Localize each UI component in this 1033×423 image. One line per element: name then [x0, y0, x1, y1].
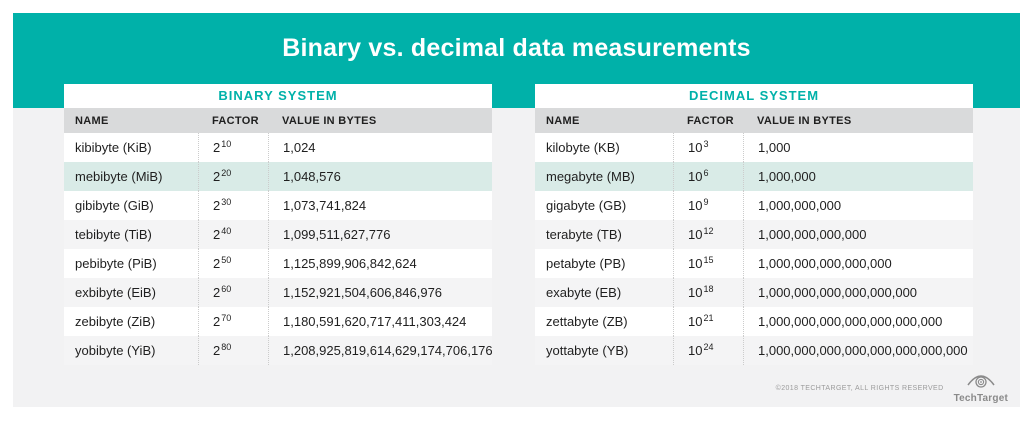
cell-value: 1,125,899,906,842,624 — [268, 249, 492, 278]
cell-factor: 10 15 — [673, 249, 743, 278]
column-header-factor: FACTOR — [687, 114, 734, 127]
footer: ©2018 TECHTARGET, ALL RIGHTS RESERVED Te… — [776, 372, 1008, 404]
cell-factor: 2 20 — [198, 162, 268, 191]
cell-name: exabyte (EB) — [546, 285, 622, 300]
cell-value: 1,000,000,000,000,000,000 — [743, 278, 973, 307]
cell-name: terabyte (TB) — [546, 227, 622, 242]
table-row: tebibyte (TiB) 2 40 1,099,511,627,776 — [64, 220, 492, 249]
cell-value: 1,000,000,000,000,000,000,000,000 — [743, 336, 973, 365]
decimal-table-body: kilobyte (KB) 10 3 1,000 megabyte (MB) 10 6 1,0… — [535, 133, 973, 365]
table-row: zebibyte (ZiB) 2 70 1,180,591,620,717,411,3… — [64, 307, 492, 336]
column-header-value: VALUE IN BYTES — [757, 114, 852, 127]
decimal-system-table: DECIMAL SYSTEM NAME FACTOR VALUE IN BYTE… — [535, 84, 973, 365]
decimal-column-headers: NAME FACTOR VALUE IN BYTES — [535, 108, 973, 133]
cell-value: 1,000,000,000 — [743, 191, 973, 220]
cell-value: 1,000,000 — [743, 162, 973, 191]
table-row: exabyte (EB) 10 18 1,000,000,000,000,000,00… — [535, 278, 973, 307]
cell-value: 1,180,591,620,717,411,303,424 — [268, 307, 492, 336]
cell-name: zettabyte (ZB) — [546, 314, 628, 329]
cell-factor: 2 70 — [198, 307, 268, 336]
cell-factor: 2 50 — [198, 249, 268, 278]
cell-name: mebibyte (MiB) — [75, 169, 163, 184]
table-row: kibibyte (KiB) 2 10 1,024 — [64, 133, 492, 162]
cell-name: tebibyte (TiB) — [75, 227, 152, 242]
copyright-text: ©2018 TECHTARGET, ALL RIGHTS RESERVED — [775, 384, 944, 392]
techtarget-logo: TechTarget — [954, 372, 1008, 404]
cell-factor: 2 60 — [198, 278, 268, 307]
column-header-name: NAME — [75, 114, 109, 127]
table-row: kilobyte (KB) 10 3 1,000 — [535, 133, 973, 162]
cell-value: 1,000,000,000,000,000,000,000 — [743, 307, 973, 336]
cell-value: 1,208,925,819,614,629,174,706,176 — [268, 336, 492, 365]
cell-value: 1,000 — [743, 133, 973, 162]
table-row: terabyte (TB) 10 12 1,000,000,000,000 — [535, 220, 973, 249]
column-header-value: VALUE IN BYTES — [282, 114, 377, 127]
table-row: megabyte (MB) 10 6 1,000,000 — [535, 162, 973, 191]
table-row: yottabyte (YB) 10 24 1,000,000,000,000,000,… — [535, 336, 973, 365]
cell-factor: 10 3 — [673, 133, 743, 162]
cell-factor: 2 40 — [198, 220, 268, 249]
page-title: Binary vs. decimal data measurements — [282, 34, 751, 62]
cell-name: gibibyte (GiB) — [75, 198, 154, 213]
binary-system-table: BINARY SYSTEM NAME FACTOR VALUE IN BYTES… — [64, 84, 492, 365]
cell-value: 1,073,741,824 — [268, 191, 492, 220]
cell-factor: 10 9 — [673, 191, 743, 220]
cell-factor: 10 12 — [673, 220, 743, 249]
cell-value: 1,152,921,504,606,846,976 — [268, 278, 492, 307]
cell-value: 1,048,576 — [268, 162, 492, 191]
table-row: zettabyte (ZB) 10 21 1,000,000,000,000,000,… — [535, 307, 973, 336]
cell-factor: 2 10 — [198, 133, 268, 162]
cell-factor: 2 30 — [198, 191, 268, 220]
table-row: yobibyte (YiB) 2 80 1,208,925,819,614,629,1… — [64, 336, 492, 365]
cell-name: kilobyte (KB) — [546, 140, 620, 155]
table-row: pebibyte (PiB) 2 50 1,125,899,906,842,624 — [64, 249, 492, 278]
infographic-card: Binary vs. decimal data measurements BIN… — [13, 13, 1020, 407]
cell-value: 1,099,511,627,776 — [268, 220, 492, 249]
column-header-name: NAME — [546, 114, 580, 127]
cell-name: megabyte (MB) — [546, 169, 635, 184]
logo-text: TechTarget — [953, 393, 1008, 404]
table-row: exbibyte (EiB) 2 60 1,152,921,504,606,846,9… — [64, 278, 492, 307]
table-row: gigabyte (GB) 10 9 1,000,000,000 — [535, 191, 973, 220]
column-header-factor: FACTOR — [212, 114, 259, 127]
cell-name: petabyte (PB) — [546, 256, 626, 271]
cell-name: zebibyte (ZiB) — [75, 314, 156, 329]
eye-target-icon — [965, 372, 997, 394]
binary-table-body: kibibyte (KiB) 2 10 1,024 mebibyte (MiB) 2 20 1… — [64, 133, 492, 365]
cell-name: yobibyte (YiB) — [75, 343, 156, 358]
decimal-table-title: DECIMAL SYSTEM — [535, 84, 973, 108]
cell-factor: 10 6 — [673, 162, 743, 191]
table-row: mebibyte (MiB) 2 20 1,048,576 — [64, 162, 492, 191]
table-row: petabyte (PB) 10 15 1,000,000,000,000,000 — [535, 249, 973, 278]
cell-name: kibibyte (KiB) — [75, 140, 152, 155]
binary-column-headers: NAME FACTOR VALUE IN BYTES — [64, 108, 492, 133]
cell-factor: 10 21 — [673, 307, 743, 336]
cell-name: pebibyte (PiB) — [75, 256, 157, 271]
cell-factor: 2 80 — [198, 336, 268, 365]
cell-name: gigabyte (GB) — [546, 198, 627, 213]
cell-name: yottabyte (YB) — [546, 343, 629, 358]
binary-table-title: BINARY SYSTEM — [64, 84, 492, 108]
cell-name: exbibyte (EiB) — [75, 285, 156, 300]
table-row: gibibyte (GiB) 2 30 1,073,741,824 — [64, 191, 492, 220]
cell-factor: 10 18 — [673, 278, 743, 307]
cell-value: 1,024 — [268, 133, 492, 162]
cell-factor: 10 24 — [673, 336, 743, 365]
cell-value: 1,000,000,000,000,000 — [743, 249, 973, 278]
cell-value: 1,000,000,000,000 — [743, 220, 973, 249]
